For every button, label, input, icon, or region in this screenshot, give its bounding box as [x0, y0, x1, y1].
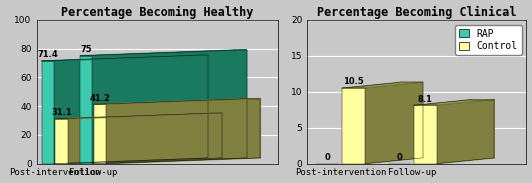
Bar	[342, 88, 365, 164]
Polygon shape	[54, 55, 208, 164]
Polygon shape	[41, 55, 208, 61]
Polygon shape	[365, 82, 422, 164]
Title: Percentage Becoming Clinical: Percentage Becoming Clinical	[317, 5, 517, 19]
Text: 71.4: 71.4	[37, 50, 58, 59]
Bar	[41, 61, 54, 164]
Text: 0: 0	[325, 153, 331, 162]
Polygon shape	[68, 113, 222, 164]
Text: 31.1: 31.1	[51, 108, 72, 117]
Bar	[94, 104, 106, 164]
Polygon shape	[94, 99, 260, 104]
Title: Percentage Becoming Healthy: Percentage Becoming Healthy	[61, 5, 253, 19]
Text: 8.1: 8.1	[418, 95, 433, 104]
Polygon shape	[55, 113, 222, 119]
Text: 41.2: 41.2	[90, 94, 111, 103]
Bar	[55, 119, 68, 164]
Polygon shape	[414, 100, 494, 105]
Polygon shape	[106, 99, 260, 164]
Polygon shape	[80, 50, 246, 56]
Text: 75: 75	[80, 45, 92, 54]
Text: 0: 0	[397, 153, 403, 162]
Text: 10.5: 10.5	[343, 77, 364, 86]
Bar	[414, 105, 437, 164]
Polygon shape	[437, 100, 494, 164]
Polygon shape	[93, 50, 246, 164]
Bar	[80, 56, 93, 164]
Polygon shape	[342, 82, 422, 88]
Legend: RAP, Control: RAP, Control	[455, 25, 521, 55]
